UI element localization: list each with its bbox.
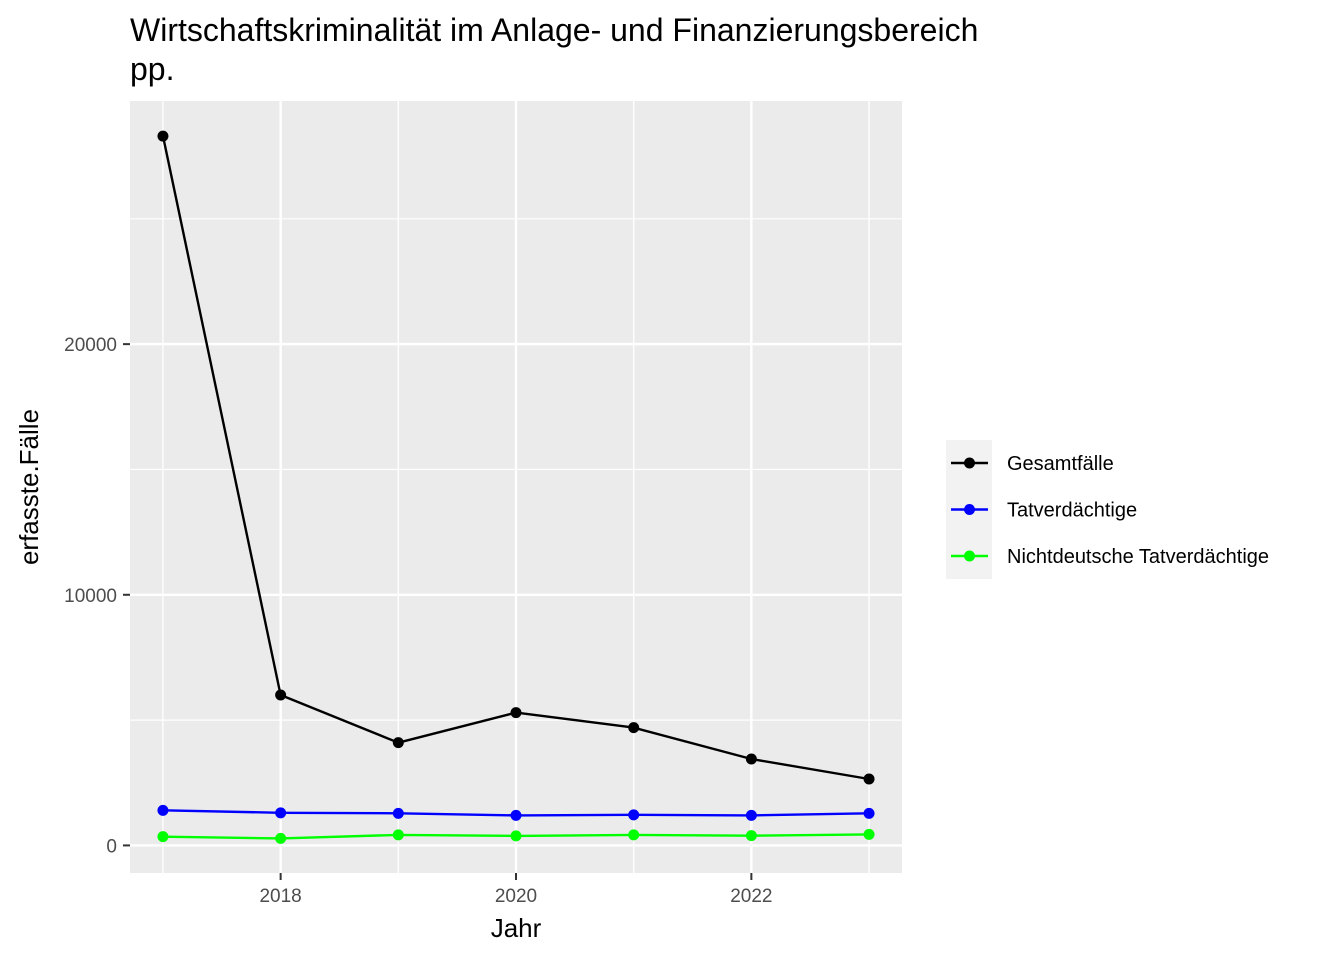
legend-label: Nichtdeutsche Tatverdächtige xyxy=(1007,546,1269,568)
y-tick-label: 0 xyxy=(106,836,117,857)
series-3-point xyxy=(510,830,522,842)
series-1-point xyxy=(510,707,522,719)
y-tick-label: 20000 xyxy=(64,335,117,356)
series-3-point xyxy=(745,830,757,842)
series-3-point xyxy=(628,829,640,841)
series-3-point xyxy=(392,829,404,841)
series-layer xyxy=(157,130,875,844)
series-1-point xyxy=(628,722,640,734)
series-2-point xyxy=(157,804,169,816)
legend-label: Gesamtfälle xyxy=(1007,453,1114,475)
series-1-point xyxy=(275,689,287,701)
series-1-point xyxy=(157,130,169,142)
x-axis-title: Jahr xyxy=(491,913,542,943)
y-axis-title: erfasste.Fälle xyxy=(14,409,44,565)
legend-key-point xyxy=(964,457,975,469)
x-tick-label: 2022 xyxy=(730,886,772,907)
series-3-point xyxy=(275,832,287,844)
legend-key-point xyxy=(964,550,975,562)
x-tick-label: 2018 xyxy=(259,886,301,907)
minor-gridlines xyxy=(130,101,902,873)
legend-key-point xyxy=(964,504,975,515)
series-2-point xyxy=(628,809,640,821)
chart-title-line-2: pp. xyxy=(130,51,174,87)
series-3-point xyxy=(157,831,169,843)
x-tick-label: 2020 xyxy=(495,886,537,907)
legend-label: Tatverdächtige xyxy=(1007,500,1137,522)
y-tick-label: 10000 xyxy=(64,586,117,607)
series-3-point xyxy=(863,828,875,840)
legend: Gesamtfälle Tatverdächtige Nichtdeutsche T… xyxy=(946,440,1269,579)
series-1-point xyxy=(392,737,404,749)
series-1-point xyxy=(863,773,875,785)
x-axis: 2018 2020 2022 xyxy=(259,873,773,907)
series-2-point xyxy=(392,807,404,819)
series-2-point xyxy=(275,807,287,819)
chart-title-line-1: Wirtschaftskriminalität im Anlage- und F… xyxy=(130,12,978,48)
series-2-point xyxy=(510,809,522,821)
series-2-point xyxy=(745,809,757,821)
series-2-point xyxy=(863,807,875,819)
series-1-point xyxy=(745,753,757,765)
y-axis: 0 10000 20000 xyxy=(64,335,130,857)
